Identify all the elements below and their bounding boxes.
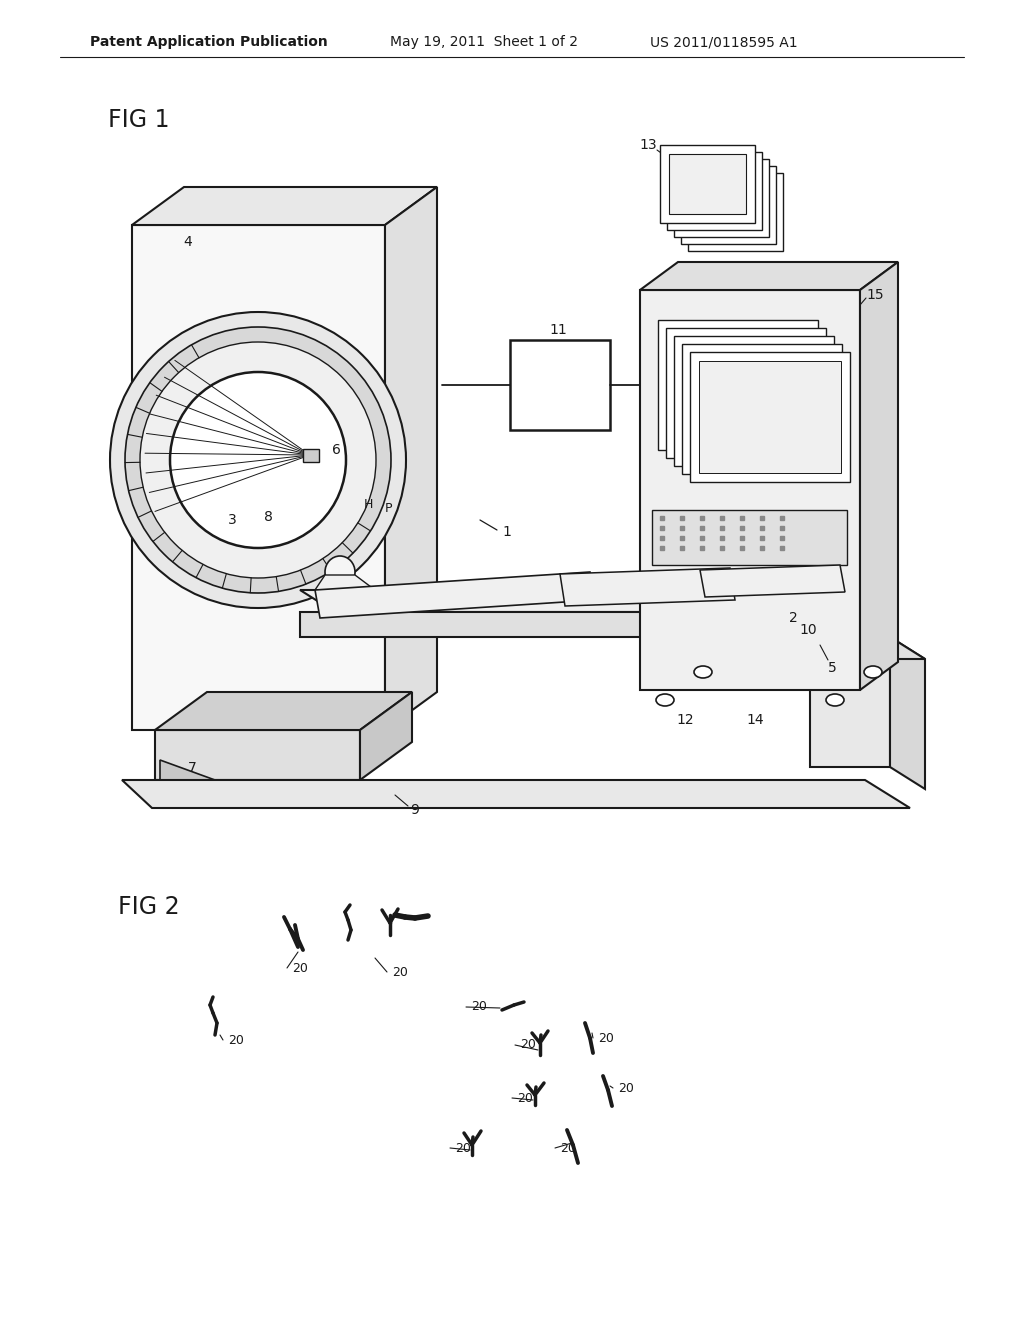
Bar — [669, 154, 746, 214]
Polygon shape — [300, 612, 830, 638]
Text: 20: 20 — [560, 1142, 575, 1155]
Text: 20: 20 — [520, 1039, 536, 1052]
Bar — [690, 176, 767, 235]
Polygon shape — [640, 290, 860, 690]
Bar — [666, 327, 826, 458]
Bar — [667, 152, 762, 230]
Ellipse shape — [694, 667, 712, 678]
Circle shape — [125, 327, 391, 593]
Bar — [674, 337, 834, 466]
Text: 2: 2 — [788, 611, 798, 624]
Bar — [652, 510, 847, 565]
Bar — [697, 182, 774, 242]
Text: 3: 3 — [227, 513, 237, 527]
Polygon shape — [160, 760, 215, 780]
Bar — [699, 360, 841, 473]
Polygon shape — [155, 730, 360, 780]
Polygon shape — [700, 565, 845, 597]
Polygon shape — [360, 692, 412, 780]
Polygon shape — [860, 261, 898, 690]
Polygon shape — [300, 590, 865, 612]
Polygon shape — [810, 638, 890, 767]
Text: 20: 20 — [228, 1034, 244, 1047]
Text: 20: 20 — [618, 1081, 634, 1094]
Ellipse shape — [864, 667, 882, 678]
Text: 14: 14 — [746, 713, 764, 727]
Ellipse shape — [826, 694, 844, 706]
Bar — [674, 158, 769, 238]
Polygon shape — [385, 187, 437, 730]
Text: 15: 15 — [866, 288, 884, 302]
Polygon shape — [315, 576, 375, 590]
Bar — [681, 166, 776, 244]
Polygon shape — [155, 692, 412, 730]
Text: Patent Application Publication: Patent Application Publication — [90, 36, 328, 49]
Bar — [510, 341, 610, 430]
Text: 20: 20 — [517, 1092, 532, 1105]
Polygon shape — [890, 638, 925, 789]
Polygon shape — [122, 780, 910, 808]
Bar — [658, 319, 818, 450]
Text: 6: 6 — [332, 444, 340, 457]
Text: 5: 5 — [827, 661, 837, 675]
Text: H: H — [364, 498, 373, 511]
Circle shape — [170, 372, 346, 548]
Text: 20: 20 — [292, 961, 308, 974]
Circle shape — [110, 312, 406, 609]
Text: 11: 11 — [549, 323, 567, 337]
Bar — [691, 352, 833, 465]
Ellipse shape — [325, 556, 355, 587]
Text: US 2011/0118595 A1: US 2011/0118595 A1 — [650, 36, 798, 49]
Text: FIG 1: FIG 1 — [108, 108, 170, 132]
Polygon shape — [810, 638, 925, 659]
Bar — [667, 329, 809, 441]
Text: 8: 8 — [263, 510, 272, 524]
Bar — [683, 345, 825, 457]
Polygon shape — [560, 568, 735, 606]
Bar — [303, 449, 319, 462]
Text: 20: 20 — [455, 1142, 471, 1155]
Bar — [675, 337, 817, 449]
Text: May 19, 2011  Sheet 1 of 2: May 19, 2011 Sheet 1 of 2 — [390, 36, 578, 49]
Text: 20: 20 — [471, 1001, 486, 1014]
Ellipse shape — [656, 694, 674, 706]
Text: 9: 9 — [411, 803, 420, 817]
Polygon shape — [830, 590, 865, 638]
Polygon shape — [132, 187, 437, 224]
Text: 4: 4 — [183, 235, 193, 249]
Circle shape — [140, 342, 376, 578]
Bar — [683, 168, 760, 228]
Bar — [660, 145, 755, 223]
Text: 13: 13 — [639, 139, 656, 152]
Text: 12: 12 — [676, 713, 694, 727]
Text: FIG 2: FIG 2 — [118, 895, 179, 919]
Polygon shape — [640, 261, 898, 290]
Polygon shape — [315, 572, 595, 618]
Text: 7: 7 — [187, 762, 197, 775]
Text: 10: 10 — [799, 623, 817, 638]
Polygon shape — [132, 224, 385, 730]
Text: 20: 20 — [392, 965, 408, 978]
Bar — [676, 161, 753, 220]
Text: 1: 1 — [503, 525, 511, 539]
Text: 20: 20 — [598, 1031, 613, 1044]
Text: P: P — [384, 503, 392, 516]
Bar — [688, 173, 783, 251]
Bar — [682, 345, 842, 474]
Bar — [690, 352, 850, 482]
